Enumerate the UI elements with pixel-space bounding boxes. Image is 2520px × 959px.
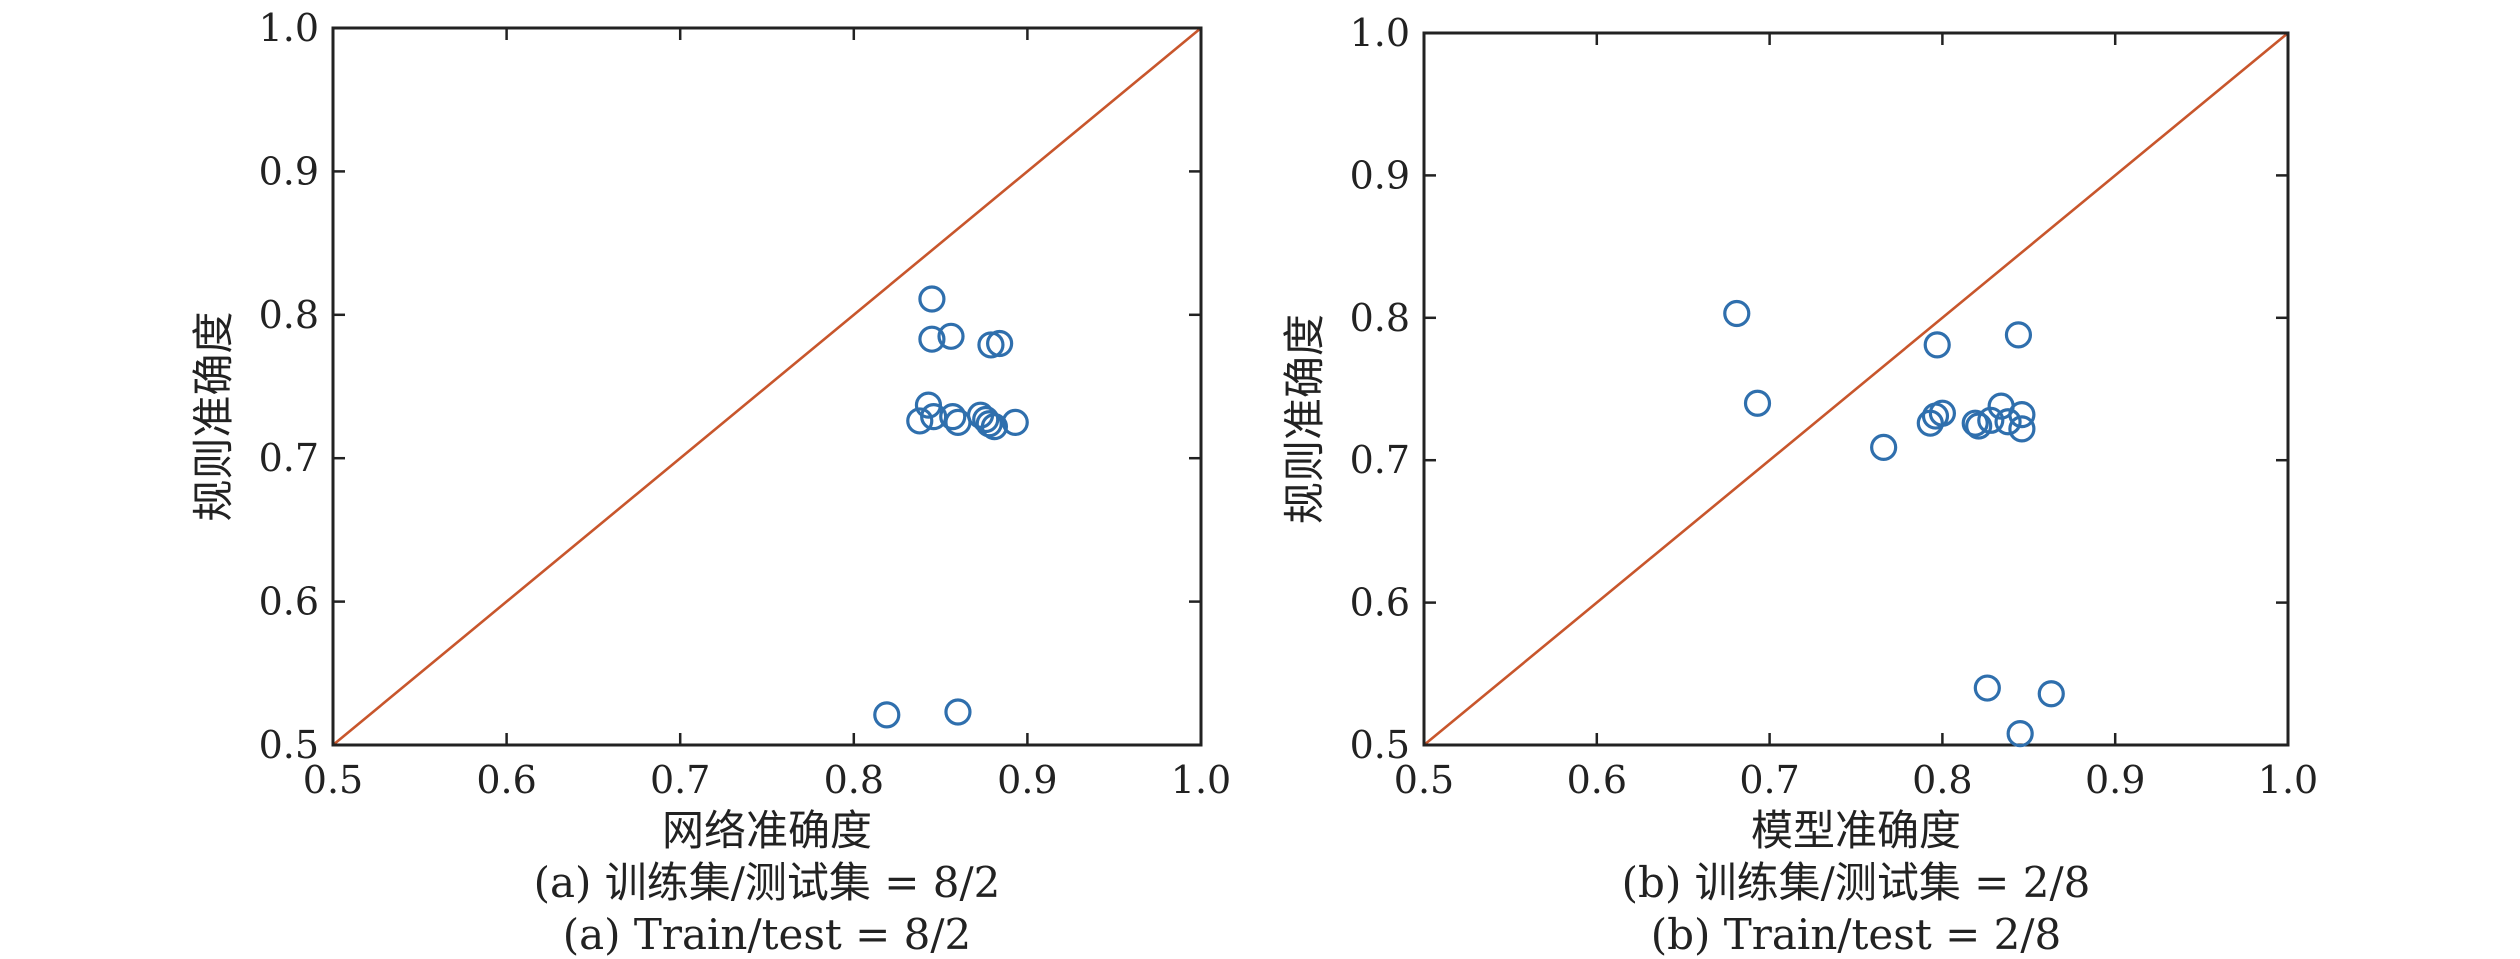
data-point — [906, 407, 934, 435]
data-point — [980, 413, 1009, 441]
x-axis-label: 模型准确度 — [1751, 806, 1961, 855]
data-point — [1743, 389, 1772, 417]
x-tick-label: 1.0 — [1171, 758, 1231, 802]
y-tick-label: 0.7 — [1350, 438, 1410, 482]
data-point — [2004, 321, 2033, 349]
data-point — [1923, 331, 1951, 359]
data-point — [2006, 720, 2034, 748]
panel-b: 0.5 0.6 0.7 0.8 0.9 1.0 0.5 0.6 0.7 0.8 0.9 1.0 模型准确… — [1280, 11, 2318, 959]
data-point — [972, 405, 1000, 434]
data-point — [944, 698, 972, 726]
y-tick-label: 0.5 — [1350, 723, 1410, 767]
panel-caption-b: (b) 训练集/测试集 = 2/8 — [1622, 858, 2091, 907]
y-tick-label: 0.8 — [259, 293, 319, 337]
x-tick-label: 0.6 — [1567, 758, 1627, 802]
y-tick-label: 0.7 — [259, 436, 319, 480]
plot-frame-a — [331, 26, 1203, 747]
y-axis-label: 规则准确度 — [189, 311, 238, 521]
data-point — [939, 403, 967, 431]
panel-caption-a: (a) Train/test = 8/2 — [563, 910, 972, 959]
data-point — [1965, 412, 1993, 440]
data-point — [1994, 408, 2022, 436]
reference-line-a — [332, 26, 1202, 747]
data-point — [918, 325, 946, 353]
x-tick-label: 0.8 — [1912, 758, 1972, 802]
x-tick-label: 0.6 — [476, 758, 536, 802]
x-tick-label: 0.5 — [303, 758, 363, 802]
y-tick-label: 0.5 — [259, 723, 319, 767]
x-tick-label: 0.5 — [1394, 758, 1454, 802]
data-point — [2008, 415, 2036, 443]
data-point — [937, 322, 965, 350]
x-axis-label: 网络准确度 — [662, 806, 872, 855]
y-tick-label: 0.8 — [1350, 296, 1410, 340]
x-tick-label: 0.8 — [824, 758, 884, 802]
x-tick-label: 1.0 — [2258, 758, 2318, 802]
data-point — [1961, 409, 1989, 437]
x-tick-label: 0.9 — [2085, 758, 2145, 802]
panel-caption-b: (b) Train/test = 2/8 — [1651, 910, 2061, 959]
data-point — [2008, 401, 2036, 429]
y-tick-label: 0.9 — [259, 149, 319, 193]
y-tick-label: 0.9 — [1350, 153, 1410, 197]
data-point — [977, 331, 1005, 359]
data-point — [873, 701, 901, 729]
data-point — [1973, 674, 2001, 702]
reference-line-b — [1423, 31, 2289, 747]
data-point — [1723, 299, 1751, 328]
data-point — [986, 329, 1014, 358]
panel-a: 0.5 0.6 0.7 0.8 0.9 1.0 0.5 0.6 0.7 0.8 0.9 1.0 网络准确… — [189, 6, 1231, 959]
y-tick-label: 0.6 — [1350, 581, 1410, 625]
y-tick-label: 0.6 — [259, 580, 319, 624]
data-point — [918, 285, 946, 313]
data-point — [2037, 680, 2065, 708]
x-tick-label: 0.7 — [650, 758, 710, 802]
y-tick-label: 1.0 — [1350, 11, 1410, 55]
data-point — [944, 408, 972, 436]
x-tick-label: 0.7 — [1739, 758, 1799, 802]
y-tick-label: 1.0 — [259, 6, 319, 50]
plot-frame-b — [1422, 31, 2290, 747]
data-point — [1001, 408, 1029, 436]
data-point — [1870, 433, 1898, 461]
data-point — [1928, 399, 1957, 427]
x-tick-label: 0.9 — [997, 758, 1057, 802]
y-axis-label: 规则准确度 — [1280, 314, 1329, 524]
panel-caption-a: (a) 训练集/测试集 = 8/2 — [534, 858, 1001, 907]
